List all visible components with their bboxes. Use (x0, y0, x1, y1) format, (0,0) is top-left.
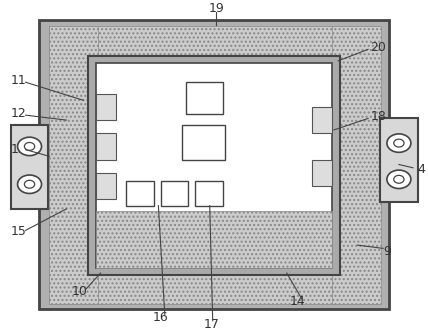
Bar (312, 160, 332, 186)
Bar (11, 125, 48, 209)
Bar (126, 181, 154, 206)
Bar (39, 20, 389, 309)
Text: 13: 13 (11, 143, 27, 156)
Bar (49, 26, 379, 61)
Bar (88, 56, 340, 275)
Bar (96, 211, 332, 268)
Circle shape (18, 175, 42, 193)
Text: 16: 16 (153, 311, 168, 324)
Text: 11: 11 (11, 74, 27, 87)
Bar (332, 26, 381, 304)
Text: 18: 18 (370, 110, 386, 123)
Circle shape (387, 170, 411, 189)
Bar (49, 270, 379, 304)
Bar (96, 173, 116, 199)
Bar (96, 63, 332, 268)
Bar (380, 118, 418, 202)
Circle shape (18, 137, 42, 156)
Text: 19: 19 (208, 2, 224, 15)
Bar (186, 82, 223, 114)
Text: 12: 12 (11, 107, 27, 120)
Bar (49, 26, 98, 304)
Text: 14: 14 (290, 294, 305, 308)
Text: 9: 9 (383, 245, 391, 258)
Text: 10: 10 (71, 285, 87, 298)
Text: 17: 17 (204, 317, 220, 329)
Bar (96, 94, 116, 120)
Text: 20: 20 (370, 41, 386, 54)
Bar (312, 107, 332, 133)
Text: 15: 15 (11, 225, 27, 239)
Bar (195, 181, 223, 206)
Bar (96, 133, 116, 160)
Circle shape (387, 134, 411, 152)
Bar (182, 125, 225, 160)
Bar (160, 181, 188, 206)
Text: 4: 4 (417, 163, 425, 176)
